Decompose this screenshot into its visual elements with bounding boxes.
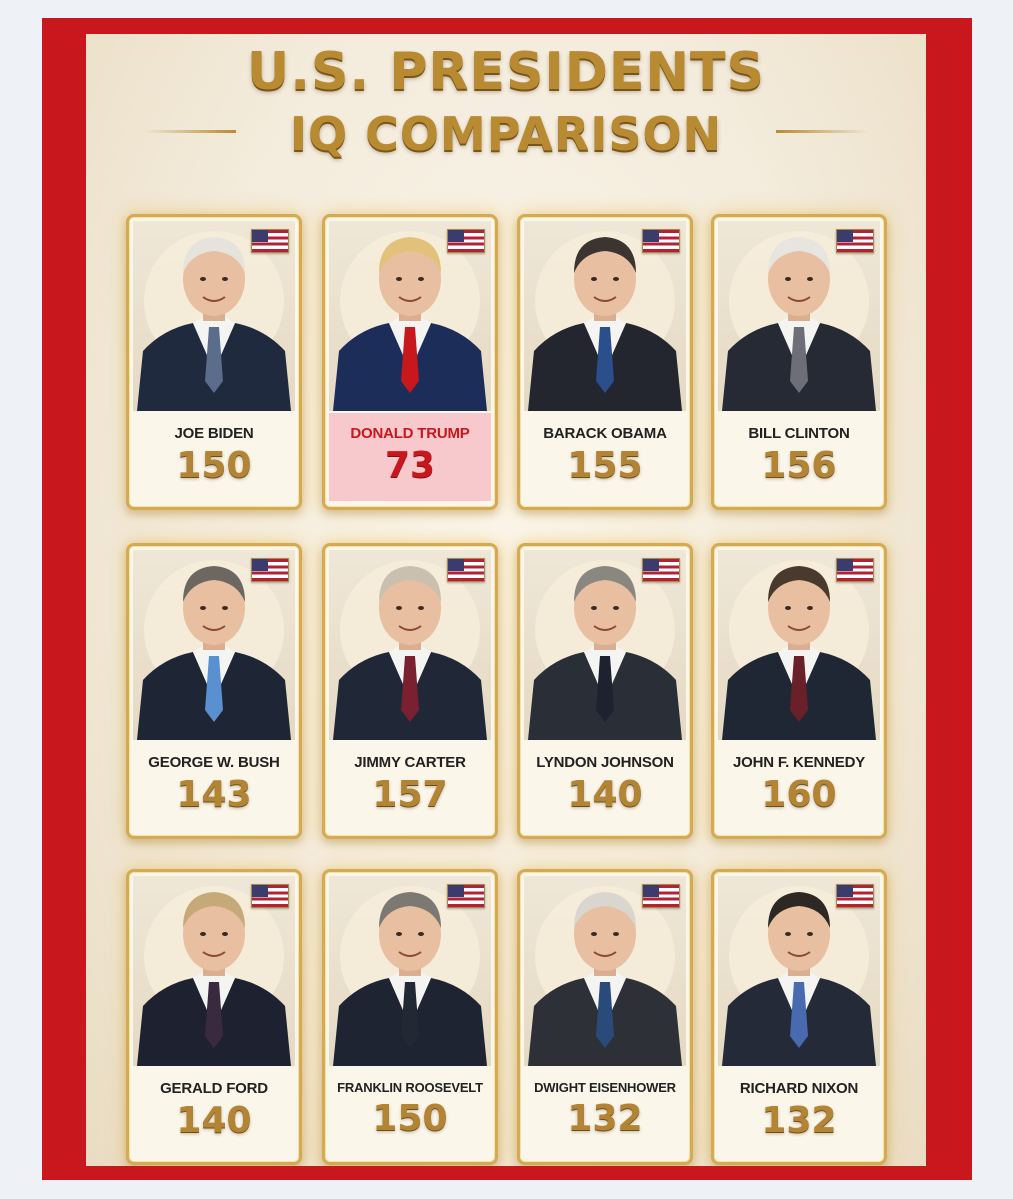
portrait-silhouette xyxy=(722,560,876,740)
president-iq: 150 xyxy=(372,1098,448,1139)
us-flag-icon xyxy=(836,884,874,908)
president-card: JOHN F. KENNEDY 160 xyxy=(711,543,887,839)
president-card: BILL CLINTON 156 xyxy=(711,214,887,510)
president-label-box: LYNDON JOHNSON 140 xyxy=(524,742,686,830)
president-name: BARACK OBAMA xyxy=(543,425,667,442)
president-card: LYNDON JOHNSON 140 xyxy=(517,543,693,839)
president-card: DONALD TRUMP 73 xyxy=(322,214,498,510)
president-card: DWIGHT EISENHOWER 132 xyxy=(517,869,693,1165)
president-label-box: FRANKLIN ROOSEVELT 150 xyxy=(329,1068,491,1156)
president-name: BILL CLINTON xyxy=(748,425,850,442)
president-label-box: DWIGHT EISENHOWER 132 xyxy=(524,1068,686,1156)
president-name: RICHARD NIXON xyxy=(739,1080,859,1097)
title-line-1: U.S. PRESIDENTS xyxy=(247,42,765,102)
portrait-silhouette xyxy=(137,886,291,1066)
president-iq: 156 xyxy=(761,445,837,486)
us-flag-icon xyxy=(447,558,485,582)
portrait-silhouette xyxy=(333,560,487,740)
portrait-silhouette xyxy=(528,231,682,411)
president-name: GEORGE W. BUSH xyxy=(148,754,280,771)
us-flag-icon xyxy=(251,884,289,908)
us-flag-icon xyxy=(447,229,485,253)
us-flag-icon xyxy=(642,558,680,582)
president-name: JOE BIDEN xyxy=(174,425,254,442)
president-portrait xyxy=(329,876,491,1066)
portrait-silhouette xyxy=(333,231,487,411)
president-portrait xyxy=(133,221,295,411)
portrait-silhouette xyxy=(333,886,487,1066)
president-card: FRANKLIN ROOSEVELT 150 xyxy=(322,869,498,1165)
president-label-box: RICHARD NIXON 132 xyxy=(718,1068,880,1156)
president-card: GERALD FORD 140 xyxy=(126,869,302,1165)
us-flag-icon xyxy=(642,884,680,908)
us-flag-icon xyxy=(251,229,289,253)
president-name: JOHN F. KENNEDY xyxy=(732,754,866,771)
president-label-box: BILL CLINTON 156 xyxy=(718,413,880,501)
title-line-2: IQ COMPARISON xyxy=(289,107,723,161)
president-label-box: JOE BIDEN 150 xyxy=(133,413,295,501)
president-card: JIMMY CARTER 157 xyxy=(322,543,498,839)
president-name: GERALD FORD xyxy=(160,1080,268,1097)
president-label-box: JOHN F. KENNEDY 160 xyxy=(718,742,880,830)
president-name: LYNDON JOHNSON xyxy=(536,754,674,771)
president-portrait xyxy=(718,221,880,411)
president-iq: 157 xyxy=(372,774,448,815)
president-iq: 140 xyxy=(176,1100,252,1141)
president-card: BARACK OBAMA 155 xyxy=(517,214,693,510)
president-name: DWIGHT EISENHOWER xyxy=(534,1080,676,1095)
president-label-box: GEORGE W. BUSH 143 xyxy=(133,742,295,830)
president-name: DONALD TRUMP xyxy=(350,425,470,442)
president-portrait xyxy=(524,221,686,411)
president-label-box: GERALD FORD 140 xyxy=(133,1068,295,1156)
president-card: RICHARD NIXON 132 xyxy=(711,869,887,1165)
us-flag-icon xyxy=(836,229,874,253)
president-iq: 73 xyxy=(384,445,436,486)
president-portrait xyxy=(718,876,880,1066)
president-iq: 140 xyxy=(567,774,643,815)
title-rule-left xyxy=(144,130,236,133)
us-flag-icon xyxy=(836,558,874,582)
portrait-silhouette xyxy=(528,886,682,1066)
president-name: JIMMY CARTER xyxy=(354,754,466,771)
president-portrait xyxy=(524,876,686,1066)
president-label-box: BARACK OBAMA 155 xyxy=(524,413,686,501)
portrait-silhouette xyxy=(137,231,291,411)
president-iq: 160 xyxy=(761,774,837,815)
us-flag-icon xyxy=(251,558,289,582)
president-portrait xyxy=(133,550,295,740)
president-portrait xyxy=(718,550,880,740)
president-iq: 132 xyxy=(567,1098,643,1139)
poster: U.S. PRESIDENTS IQ COMPARISON JOE BIDEN 1… xyxy=(86,34,926,1166)
president-card: GEORGE W. BUSH 143 xyxy=(126,543,302,839)
us-flag-icon xyxy=(642,229,680,253)
president-iq: 143 xyxy=(176,774,252,815)
portrait-silhouette xyxy=(722,231,876,411)
portrait-silhouette xyxy=(528,560,682,740)
president-card: JOE BIDEN 150 xyxy=(126,214,302,510)
us-flag-icon xyxy=(447,884,485,908)
president-iq: 155 xyxy=(567,445,643,486)
president-portrait xyxy=(524,550,686,740)
president-name: FRANKLIN ROOSEVELT xyxy=(337,1080,483,1095)
president-iq: 132 xyxy=(761,1100,837,1141)
president-portrait xyxy=(329,221,491,411)
president-portrait xyxy=(133,876,295,1066)
president-iq: 150 xyxy=(176,445,252,486)
portrait-silhouette xyxy=(722,886,876,1066)
president-label-box: DONALD TRUMP 73 xyxy=(329,413,491,501)
president-label-box: JIMMY CARTER 157 xyxy=(329,742,491,830)
president-portrait xyxy=(329,550,491,740)
portrait-silhouette xyxy=(137,560,291,740)
